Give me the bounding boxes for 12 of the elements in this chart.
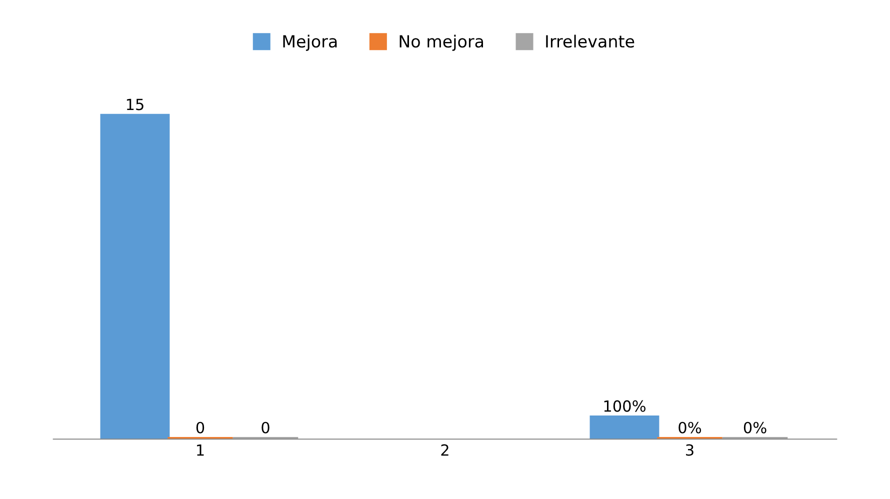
data-label: 0	[262, 422, 270, 434]
x-tick-label: 3	[686, 444, 694, 456]
data-label: 0%	[744, 422, 766, 434]
data-label: 15	[126, 98, 144, 110]
x-tick-label: 1	[197, 444, 204, 456]
data-label: 0	[196, 422, 204, 434]
data-label: 0%	[678, 422, 702, 434]
legend-label: Irrelevante	[546, 34, 634, 48]
legend-label: Mejora	[283, 34, 337, 51]
x-tick-label: 2	[441, 444, 448, 456]
legend-label: No mejora	[400, 34, 483, 51]
data-label: 100%	[604, 400, 646, 412]
